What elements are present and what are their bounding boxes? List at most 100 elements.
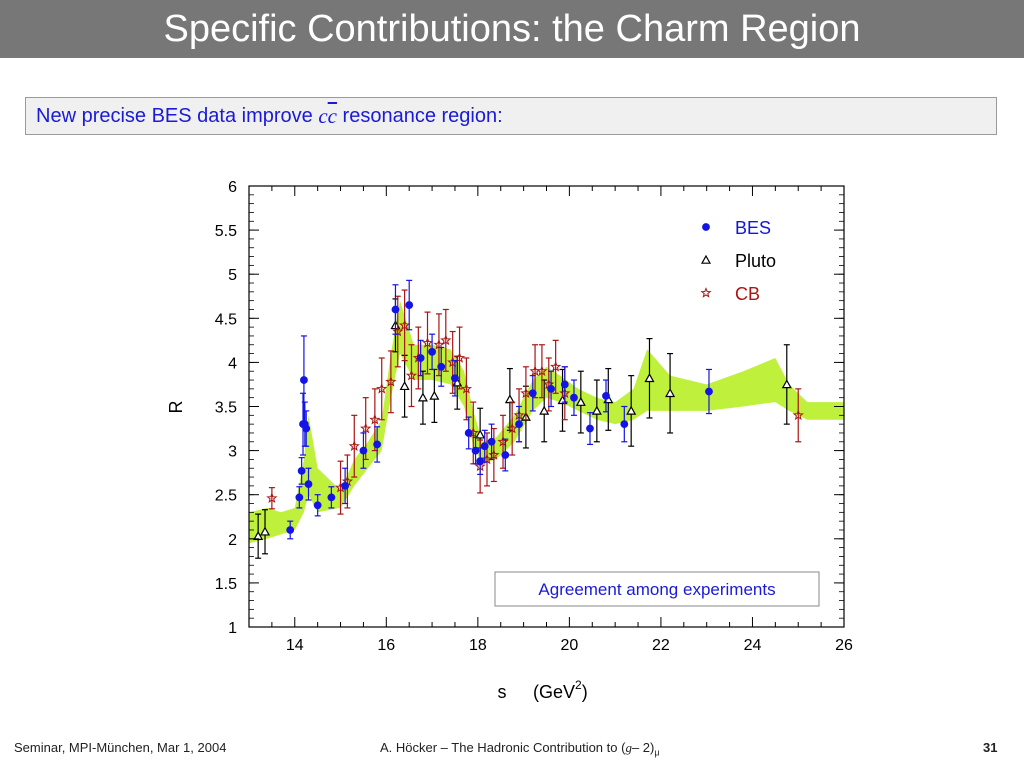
x-tick-label: 26 [835,637,853,654]
series-bes [286,279,713,540]
legend-label-pluto: Pluto [735,251,776,271]
data-point-bes [515,420,523,429]
footer-center-sub: μ [654,747,660,758]
data-point-cb [440,334,452,346]
data-point-cb [360,422,372,434]
data-point-pluto [475,429,486,439]
x-axis-unit-pre: (GeV [533,682,575,702]
data-point-cb [385,375,397,387]
data-point-bes [480,442,489,451]
data-point-cb [506,422,518,434]
data-layer [253,279,804,559]
data-point-bes [359,446,368,455]
y-tick-label: 5 [228,267,237,284]
data-point-bes [501,451,510,459]
data-point-bes [391,305,400,314]
x-tick-label: 14 [286,637,304,654]
data-point-cb [433,338,445,350]
data-point-bes [547,384,555,393]
x-tick-label: 22 [652,637,670,654]
footer-center-mid: – 2) [631,740,655,755]
data-point-cb [536,365,548,377]
band-layer [249,300,844,544]
data-point-cb [405,369,418,381]
legend-marker-bes [702,223,710,231]
legend-marker-cb [700,287,712,298]
page-number: 31 [983,740,998,755]
data-point-pluto [429,390,440,400]
data-point-pluto [665,388,676,398]
annotation-text: Agreement among experiments [538,580,775,599]
data-point-bes [313,501,322,510]
data-point-pluto [591,405,602,415]
data-point-bes [437,362,446,371]
y-tick-label: 4 [228,355,237,372]
data-point-pluto [575,396,586,406]
data-point-bes [464,429,473,437]
axis-layer: 14 16 18 20 22 24 26 1 1.5 2 2.5 3 3.5 4 4.5 5 5.5 6 [215,179,853,654]
data-point-cb [460,382,473,394]
subtitle-c: c [318,103,328,128]
title-bar: Specific Contributions: the Charm Region [0,0,1024,58]
data-point-pluto [259,526,271,536]
subtitle-text-post: resonance region: [337,104,503,127]
data-point-bes [560,380,569,389]
x-axis-label: s (GeV2) [498,678,588,702]
data-point-bes [451,374,459,383]
data-point-bes [304,480,313,489]
data-point-cb [481,453,493,465]
y-tick-label: 1.5 [215,576,237,593]
data-point-bes [602,392,610,400]
x-tick-label: 20 [560,637,578,654]
footer-center-pre: A. Höcker – The Hadronic Contribution to… [380,740,626,755]
y-tick-label: 3 [228,444,237,461]
data-point-pluto [644,373,655,383]
data-point-bes [405,301,414,309]
y-tick-label: 6 [228,179,237,196]
data-point-bes [327,493,336,502]
data-point-bes [620,420,629,429]
subtitle-cbar: c [327,103,337,128]
y-tick-label: 1 [228,620,237,637]
data-point-bes [705,387,713,396]
data-point-cb [266,492,278,504]
x-tick-label: 24 [744,637,762,654]
data-point-bes [476,457,485,466]
data-point-bes [302,424,311,433]
legend-label-cb: CB [735,284,760,304]
footer-left: Seminar, MPI-München, Mar 1, 2004 [14,740,227,755]
data-point-cb [369,413,381,425]
legend-marker-pluto [700,254,712,264]
data-point-bes [487,437,496,446]
data-point-bes [295,493,304,502]
y-tick-label: 5.5 [215,223,237,240]
data-point-bes [570,393,578,402]
x-tick-label: 18 [469,637,487,654]
x-axis-unit-sup: 2 [575,678,582,692]
data-point-pluto [417,392,428,402]
y-tick-label: 4.5 [215,311,237,328]
y-tick-label: 2 [228,532,237,549]
slide-title: Specific Contributions: the Charm Region [163,7,861,50]
x-axis-label-s: s [498,682,507,702]
y-axis-label: R [166,401,186,414]
data-point-cb [520,387,532,399]
data-point-cb [497,435,509,447]
data-point-bes [471,446,480,455]
data-point-bes [300,376,308,384]
data-point-pluto [626,405,637,415]
data-point-pluto [253,530,264,540]
x-axis-unit-post: ) [582,682,588,702]
data-point-bes [373,440,382,449]
data-point-bes [286,526,295,534]
data-point-cb [550,360,562,372]
footer-center-g: g [625,740,632,755]
y-tick-label: 3.5 [215,400,237,417]
series-pluto [253,298,792,559]
data-point-bes [416,354,425,362]
data-point-bes [297,466,306,475]
data-point-cb [348,440,360,451]
uncertainty-band [249,300,844,544]
